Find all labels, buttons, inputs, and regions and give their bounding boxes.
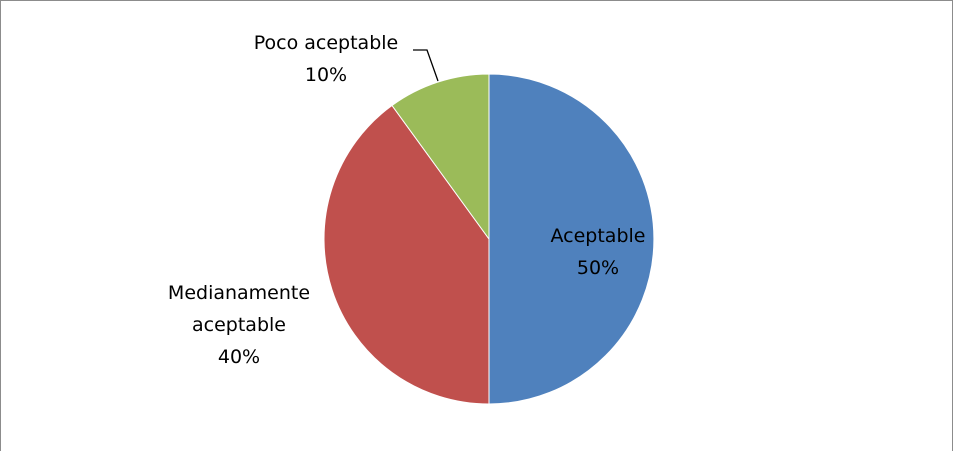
leader-line-poco-aceptable — [413, 49, 439, 82]
pie-slice-poco-aceptable — [391, 73, 490, 241]
pie-labels: Aceptable 50% Medianamente aceptable 40% Poco… — [168, 32, 646, 368]
pie-slice-medianamente-aceptable — [323, 104, 490, 405]
data-label-medianamente-aceptable: Medianamente aceptable 40% — [168, 282, 310, 368]
pie-slice-aceptable — [488, 73, 655, 405]
data-label-poco-aceptable: Poco aceptable 10% — [254, 32, 398, 86]
data-label-aceptable: Aceptable 50% — [551, 225, 646, 279]
pie-slices — [323, 73, 655, 405]
